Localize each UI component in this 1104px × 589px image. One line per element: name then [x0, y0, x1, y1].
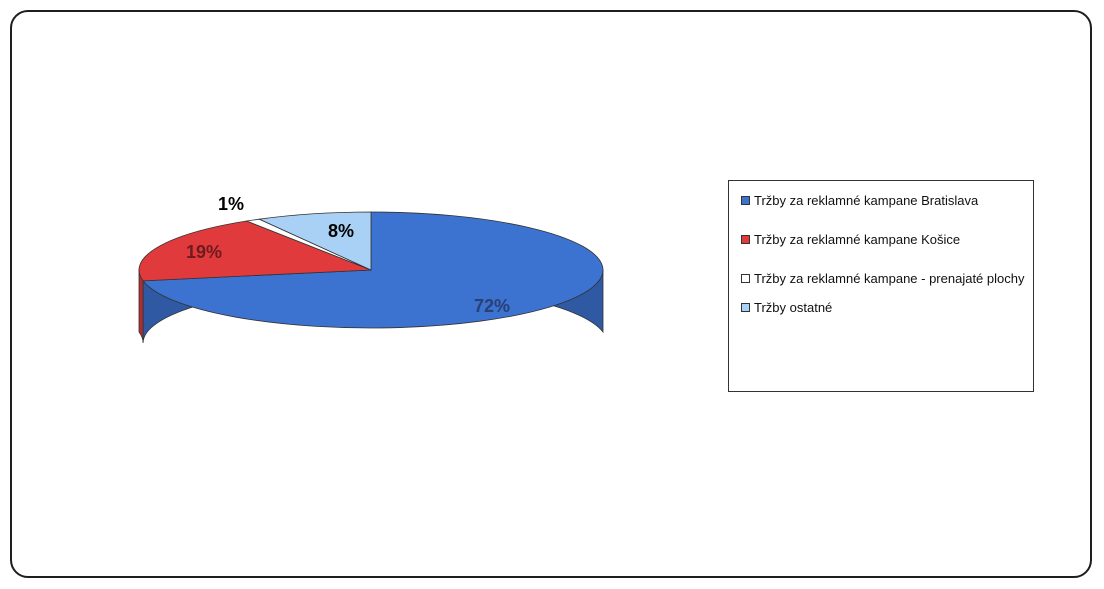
- pie-slice-ostatne: [257, 211, 372, 271]
- legend-swatch-prenajate: [741, 274, 750, 283]
- legend-swatch-ostatne: [741, 303, 750, 312]
- legend-item-bratislava: Tržby za reklamné kampane Bratislava: [741, 193, 1025, 208]
- legend-label-ostatne: Tržby ostatné: [754, 300, 833, 315]
- pct-label-prenajate: 1%: [218, 194, 244, 214]
- legend: Tržby za reklamné kampane Bratislava Trž…: [728, 180, 1034, 392]
- pie-slice-kosice: [138, 220, 372, 282]
- legend-item-ostatne: Tržby ostatné: [741, 300, 1025, 315]
- legend-label-bratislava: Tržby za reklamné kampane Bratislava: [754, 193, 979, 208]
- legend-item-prenajate: Tržby za reklamné kampane - prenajaté pl…: [741, 271, 1025, 286]
- legend-item-kosice: Tržby za reklamné kampane Košice: [741, 232, 1025, 247]
- pct-label-bratislava: 72%: [474, 296, 510, 316]
- legend-label-prenajate: Tržby za reklamné kampane - prenajaté pl…: [754, 271, 1025, 286]
- pie-side-kosice: [138, 268, 144, 343]
- legend-label-kosice: Tržby za reklamné kampane Košice: [754, 232, 961, 247]
- pct-label-ostatne: 8%: [328, 221, 354, 241]
- legend-swatch-bratislava: [741, 196, 750, 205]
- pie-slice-bratislava: [142, 211, 604, 329]
- pct-label-kosice: 19%: [186, 242, 222, 262]
- legend-swatch-kosice: [741, 235, 750, 244]
